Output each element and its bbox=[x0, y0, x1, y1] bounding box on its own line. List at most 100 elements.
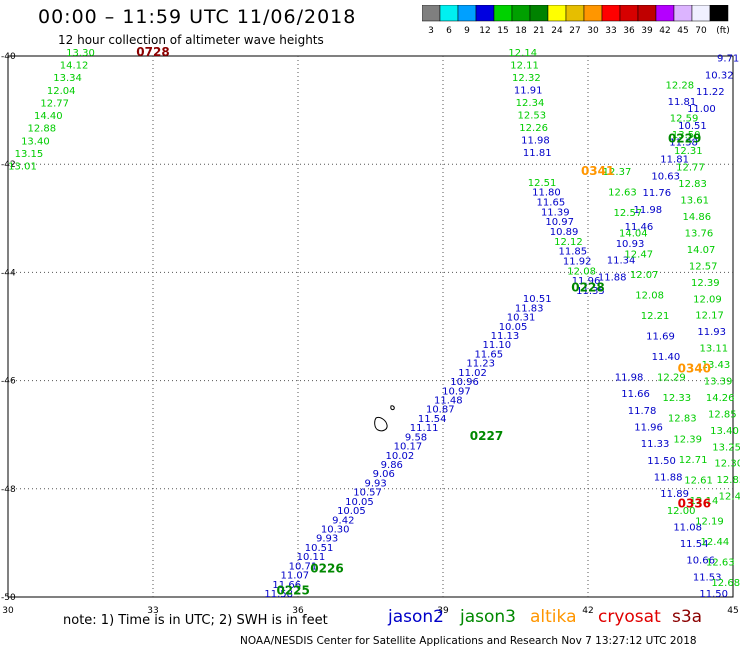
wave-height-value: 12.33 bbox=[662, 393, 691, 404]
wave-height-value: 11.96 bbox=[634, 423, 663, 434]
wave-height-value: 12.40 bbox=[719, 492, 740, 503]
wave-height-value: 12.21 bbox=[641, 311, 670, 322]
wave-height-value: 11.02 bbox=[458, 368, 487, 379]
island-outline bbox=[374, 417, 388, 432]
wave-height-value: 11.96 bbox=[572, 276, 601, 287]
wave-height-value: 12.17 bbox=[695, 311, 724, 322]
wave-height-value: 13.76 bbox=[685, 228, 714, 239]
wave-height-value: 11.50 bbox=[699, 589, 728, 600]
wave-height-value: 12.53 bbox=[517, 111, 546, 122]
wave-height-value: 12.88 bbox=[28, 124, 57, 135]
wave-height-value: 11.39 bbox=[541, 207, 570, 218]
wave-height-value: 10.31 bbox=[507, 313, 536, 324]
colorbar-label: 3 bbox=[428, 26, 434, 35]
wave-height-value: 10.97 bbox=[545, 217, 574, 228]
wave-height-value: 9.06 bbox=[373, 469, 395, 480]
wave-height-value: 10.05 bbox=[499, 322, 528, 333]
wave-height-value: 11.98 bbox=[634, 205, 663, 216]
colorbar-label: 42 bbox=[659, 26, 670, 35]
wave-height-value: 10.93 bbox=[616, 239, 645, 250]
colorbar-label: 9 bbox=[464, 26, 470, 35]
wave-height-value: 11.89 bbox=[660, 489, 689, 500]
map-frame bbox=[7, 55, 734, 598]
units-note: note: 1) Time is in UTC; 2) SWH is in fe… bbox=[63, 613, 328, 628]
legend-item-cryosat: cryosat bbox=[598, 607, 661, 627]
wave-height-value: 14.07 bbox=[687, 245, 716, 256]
wave-height-value: 12.04 bbox=[47, 86, 76, 97]
wave-height-value: 9.42 bbox=[332, 515, 354, 526]
colorbar-label: 12 bbox=[479, 26, 490, 35]
wave-height-value: 11.85 bbox=[559, 247, 588, 258]
colorbar-label: 27 bbox=[569, 26, 580, 35]
page-title: 00:00 – 11:59 UTC 11/06/2018 bbox=[38, 6, 357, 28]
lon-tick-label: 42 bbox=[582, 606, 593, 616]
page-subtitle: 12 hour collection of altimeter wave hei… bbox=[58, 33, 324, 47]
wave-height-value: 11.98 bbox=[615, 373, 644, 384]
wave-height-value: 11.81 bbox=[668, 97, 697, 108]
wave-height-value: 12.39 bbox=[691, 278, 720, 289]
wave-height-value: 14.04 bbox=[619, 229, 648, 240]
wave-height-value: 11.69 bbox=[646, 331, 675, 342]
wave-height-value: 10.32 bbox=[705, 70, 734, 81]
lon-tick-label: 33 bbox=[147, 606, 158, 616]
pass-time-label: 0341 bbox=[581, 164, 614, 178]
wave-height-value: 11.40 bbox=[652, 352, 681, 363]
wave-height-value: 10.17 bbox=[394, 442, 423, 453]
colorbar-swatch bbox=[709, 5, 729, 22]
wave-height-value: 10.87 bbox=[426, 405, 455, 416]
wave-height-value: 10.97 bbox=[442, 386, 471, 397]
wave-height-value: 10.57 bbox=[353, 488, 382, 499]
wave-height-value: 12.00 bbox=[667, 506, 696, 517]
wave-height-value: 12.63 bbox=[608, 188, 637, 199]
lon-tick-label: 45 bbox=[727, 606, 738, 616]
wave-height-value: 11.98 bbox=[521, 136, 550, 147]
wave-height-value: 12.12 bbox=[554, 237, 583, 248]
wave-height-value: 12.11 bbox=[510, 61, 539, 72]
wave-height-value: 9.71 bbox=[717, 53, 739, 64]
wave-height-value: 11.78 bbox=[628, 406, 657, 417]
wave-height-value: 11.35 bbox=[576, 286, 605, 297]
wave-height-value: 12.32 bbox=[512, 73, 541, 84]
credit-line: NOAA/NESDIS Center for Satellite Applica… bbox=[240, 635, 697, 647]
wave-height-value: 11.91 bbox=[514, 86, 543, 97]
wave-height-value: 14.12 bbox=[60, 61, 89, 72]
wave-height-value: 10.51 bbox=[678, 121, 707, 132]
wave-height-value: 12.29 bbox=[657, 373, 686, 384]
wave-height-value: 11.76 bbox=[642, 188, 671, 199]
wave-height-value: 13.11 bbox=[700, 344, 729, 355]
wave-height-value: 11.34 bbox=[607, 256, 636, 267]
colorbar-label: 30 bbox=[587, 26, 599, 35]
wave-height-value: 11.50 bbox=[647, 456, 676, 467]
wave-height-value: 11.33 bbox=[641, 439, 670, 450]
wave-height-value: 14.86 bbox=[683, 212, 712, 223]
wave-height-value: 11.48 bbox=[434, 396, 463, 407]
pass-time-label: 0229 bbox=[668, 132, 701, 146]
wave-height-value: 11.92 bbox=[563, 257, 592, 268]
wave-height-value: 14.40 bbox=[34, 111, 63, 122]
wave-height-value: 11.83 bbox=[515, 303, 544, 314]
colorbar-label: (ft) bbox=[716, 26, 730, 35]
wave-height-value: 10.71 bbox=[289, 561, 318, 572]
wave-height-value: 12.47 bbox=[624, 249, 653, 260]
colorbar-label: 39 bbox=[641, 26, 653, 35]
wave-height-value: 13.40 bbox=[710, 426, 739, 437]
wave-height-value: 11.66 bbox=[621, 389, 650, 400]
wave-height-value: 13.30 bbox=[66, 48, 95, 59]
pass-time-label: 0228 bbox=[571, 280, 604, 294]
wave-height-value: 12.61 bbox=[684, 475, 713, 486]
pass-time-label: 0226 bbox=[310, 562, 343, 576]
colorbar-label: 15 bbox=[497, 26, 508, 35]
wave-height-value: 13.43 bbox=[702, 360, 731, 371]
wave-height-value: 12.07 bbox=[630, 270, 659, 281]
colorbar-label: 24 bbox=[551, 26, 563, 35]
colorbar-label: 36 bbox=[623, 26, 635, 35]
wave-height-value: 11.54 bbox=[418, 414, 447, 425]
wave-height-value: 12.51 bbox=[528, 178, 557, 189]
colorbar-label: 70 bbox=[695, 26, 707, 35]
lat-tick-label: -50 bbox=[1, 593, 16, 603]
island-outline bbox=[390, 405, 395, 411]
wave-height-value: 11.22 bbox=[696, 87, 725, 98]
legend-item-jason3: jason3 bbox=[460, 607, 516, 627]
wave-height-value: 12.59 bbox=[670, 113, 699, 124]
